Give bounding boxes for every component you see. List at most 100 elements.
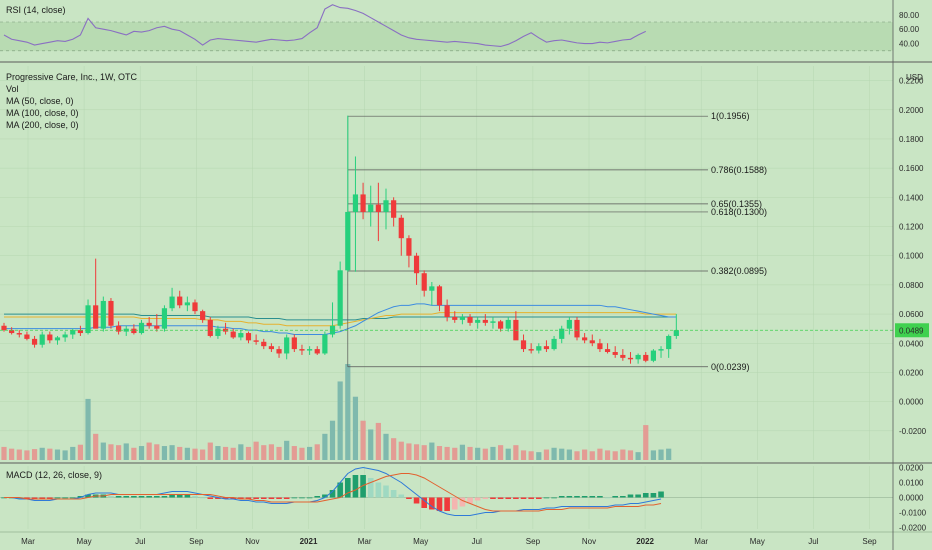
macd-histogram-bar — [24, 497, 30, 499]
volume-bar — [482, 448, 488, 460]
candle-body — [436, 286, 443, 306]
volume-bar — [375, 422, 381, 460]
candle-body — [360, 194, 366, 212]
volume-bar — [161, 446, 168, 460]
macd-histogram-bar — [520, 497, 527, 499]
time-axis[interactable]: Mar May Jul Sep Nov 2021 Mar May Jul Sep Nov 2022 Ma… — [21, 537, 877, 546]
fibonacci-levels[interactable]: 1(0.1956) 0.786(0.1588) 0.65(0.1355)0.618(… — [347, 111, 767, 372]
macd-histogram-bar — [360, 475, 366, 498]
macd-line — [4, 466, 662, 516]
volume-bar — [398, 441, 404, 460]
macd-pane[interactable]: MACD (12, 26, close, 9) 0.0200 0.0100 0.00… — [0, 464, 927, 533]
volume-bar — [666, 448, 672, 460]
candle-body — [566, 319, 572, 329]
price-tick-label: 0.0600 — [899, 310, 924, 319]
volume-bar — [329, 420, 336, 460]
volume-bar — [200, 449, 206, 460]
volume-bar — [612, 451, 618, 460]
candle-body — [268, 346, 274, 350]
time-tick-label: Nov — [582, 537, 596, 546]
macd-histogram-bar — [612, 496, 618, 498]
volume-bar — [322, 433, 328, 460]
macd-histogram-bar — [658, 491, 664, 498]
volume-bar — [85, 398, 91, 460]
candle-body — [413, 255, 420, 274]
candle-body — [154, 325, 160, 329]
volume-bar — [207, 442, 213, 460]
candle-body — [307, 349, 313, 351]
volume-bar — [520, 450, 527, 460]
candle-body — [612, 352, 618, 355]
rsi-line — [3, 4, 646, 48]
macd-histogram-bar — [192, 496, 198, 498]
price-badge: 0.0489 — [899, 326, 924, 335]
volume-bar — [345, 364, 351, 460]
macd-histogram-bar — [597, 496, 603, 498]
macd-histogram-bar — [390, 490, 397, 498]
macd-histogram-bar — [176, 494, 183, 498]
candle-body — [406, 238, 412, 256]
price-tick-label: 0.1800 — [899, 135, 924, 144]
currency-label: USD — [906, 73, 923, 82]
volume-bar — [597, 448, 603, 460]
macd-histogram-bar — [383, 485, 389, 498]
price-tick-label: 0.0000 — [899, 398, 924, 407]
price-pane[interactable]: 1(0.1956) 0.786(0.1588) 0.65(0.1355)0.618(… — [0, 66, 929, 460]
candle-body — [24, 334, 30, 339]
macd-histogram-bar — [352, 475, 359, 498]
macd-histogram-bar — [635, 494, 641, 498]
macd-histogram-bar — [199, 497, 206, 499]
macd-histogram-bar — [375, 482, 382, 498]
candle-body — [146, 322, 152, 326]
price-grid — [0, 66, 893, 460]
volume-bar — [352, 396, 359, 460]
candle-body — [284, 337, 290, 354]
candle-body — [161, 308, 168, 329]
price-tick-label: 0.1600 — [899, 164, 924, 173]
candle-body — [452, 316, 458, 320]
candle-body — [574, 319, 580, 338]
macd-histogram-bar — [47, 497, 53, 499]
candle-body — [200, 311, 206, 320]
macd-histogram-bar — [627, 494, 634, 498]
volume-bar — [62, 450, 68, 460]
candle-body — [352, 194, 359, 212]
candle-body — [77, 330, 83, 334]
candle-body — [54, 337, 61, 341]
volume-bar — [245, 446, 252, 460]
candle-body — [31, 338, 38, 345]
volume-bar — [620, 449, 626, 460]
volume-bar — [475, 447, 481, 460]
time-tick-label: Sep — [862, 537, 877, 546]
macd-histogram-bar — [406, 497, 412, 499]
macd-histogram-bar — [108, 496, 114, 498]
candle-body — [9, 330, 15, 334]
volume-bar — [505, 448, 511, 460]
macd-histogram-bar — [574, 496, 580, 498]
macd-histogram-bar — [337, 482, 343, 498]
macd-histogram-bar — [131, 496, 137, 498]
volume-bar — [513, 445, 519, 460]
macd-histogram-bar — [451, 497, 458, 510]
rsi-pane[interactable]: RSI (14, close) 80.00 60.00 40.00 — [0, 4, 920, 52]
macd-histogram-bar — [497, 497, 504, 499]
volume-bar — [421, 445, 427, 460]
volume-bar — [100, 442, 106, 460]
candle-body — [314, 349, 320, 354]
macd-histogram-bar — [54, 497, 61, 499]
candle-body — [490, 321, 496, 323]
candle-body — [253, 340, 259, 342]
macd-histogram-bar — [215, 497, 221, 499]
macd-histogram-bar — [589, 496, 596, 498]
price-tick-label: -0.0200 — [899, 427, 927, 436]
macd-histogram-bar — [207, 497, 214, 499]
macd-histogram-bar — [62, 497, 68, 499]
macd-histogram-bar — [245, 497, 252, 499]
candle-body — [108, 300, 114, 326]
macd-histogram-bar — [513, 497, 519, 499]
price-tick-label: 0.0200 — [899, 368, 924, 377]
time-tick-label: Mar — [21, 537, 35, 546]
signal-line — [4, 473, 662, 512]
volume-bar — [16, 449, 22, 460]
